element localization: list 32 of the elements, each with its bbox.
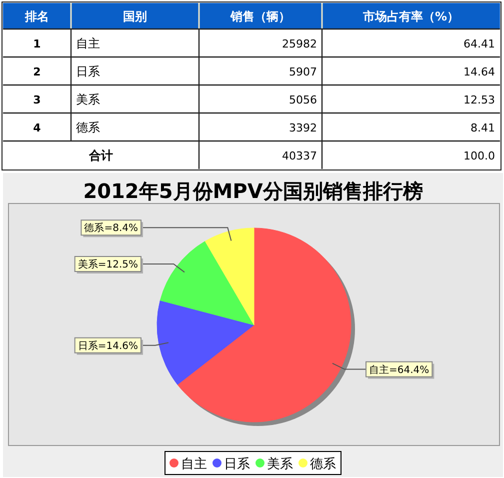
data-label: 1	[33, 38, 41, 50]
category-label: 日系	[76, 64, 100, 78]
legend-label: 自主	[181, 456, 207, 472]
data-label: 40337	[282, 150, 317, 162]
data-label: 3392	[289, 122, 317, 134]
data-label: 5907	[289, 66, 317, 78]
category-label: 德系	[76, 120, 100, 134]
data-label: 自主=64.4%	[369, 364, 430, 376]
data-label: 3	[33, 94, 41, 106]
data-label: 14.64	[464, 66, 495, 78]
text: 排名	[24, 10, 49, 24]
category-label: 合计	[88, 148, 113, 162]
legend-label: 日系	[224, 457, 250, 472]
data-label: 64.41	[464, 38, 495, 50]
data-label: 5056	[289, 94, 317, 106]
legend-label: 美系	[267, 456, 293, 472]
data-label: 12.53	[464, 94, 495, 106]
data-label: 4	[33, 122, 42, 134]
text: 国别	[123, 10, 147, 24]
category-label: 自主	[76, 36, 100, 50]
text: 销售（辆）	[230, 10, 290, 24]
data-label: 日系=14.6%	[78, 340, 138, 352]
data-label: 美系=12.5%	[78, 258, 138, 270]
category-label: 美系	[76, 92, 100, 106]
data-label: 德系=8.4%	[84, 222, 138, 234]
data-label: 25982	[282, 38, 317, 50]
text: 市场占有率（%）	[362, 10, 460, 24]
data-label: 2	[33, 66, 41, 78]
legend-label: 德系	[310, 457, 336, 472]
data-label: 100.0	[464, 150, 495, 162]
data-label: 8.41	[470, 122, 495, 134]
chart-title: 2012年5月份MPV分国别销售排行榜	[83, 179, 423, 203]
